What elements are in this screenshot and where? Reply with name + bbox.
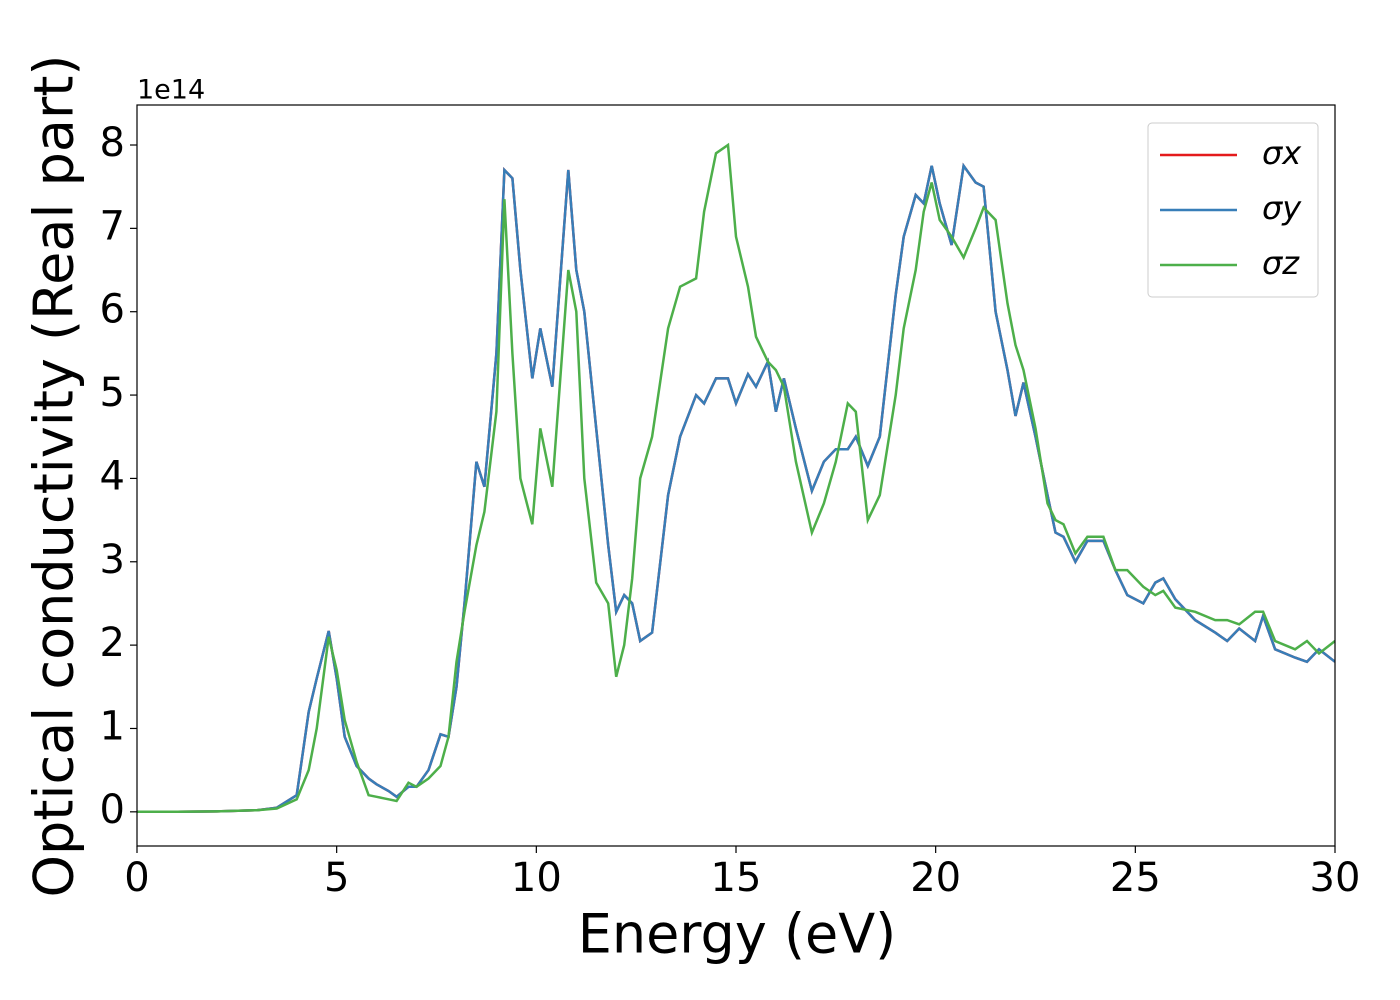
y-tick-label: 4 [100,453,125,499]
y-tick-label: 5 [100,370,125,416]
legend-label: σz [1262,244,1300,282]
x-tick-label: 0 [124,855,149,901]
x-tick-label: 15 [711,855,762,901]
y-tick-label: 6 [100,287,125,333]
y-axis-label: Optical conductivity (Real part) [23,55,86,898]
plot-frame [136,104,1336,847]
line-series [137,142,1335,814]
x-axis-label: Energy (eV) [578,903,897,966]
y-tick-label: 1 [100,703,125,749]
legend-label: σx [1262,134,1302,172]
y-tick-label: 0 [100,787,125,833]
x-tick-label: 25 [1110,855,1161,901]
x-tick-label: 5 [324,855,349,901]
y-tick-label: 2 [100,620,125,666]
y-tick-label: 7 [100,203,125,249]
legend-label: σy [1262,189,1302,227]
y-tick-label: 3 [100,537,125,583]
y-offset-label: 1e14 [137,75,205,106]
y-tick-label: 8 [100,120,125,166]
x-tick-label: 10 [511,855,562,901]
x-tick-label: 30 [1310,855,1361,901]
x-tick-label: 20 [910,855,961,901]
